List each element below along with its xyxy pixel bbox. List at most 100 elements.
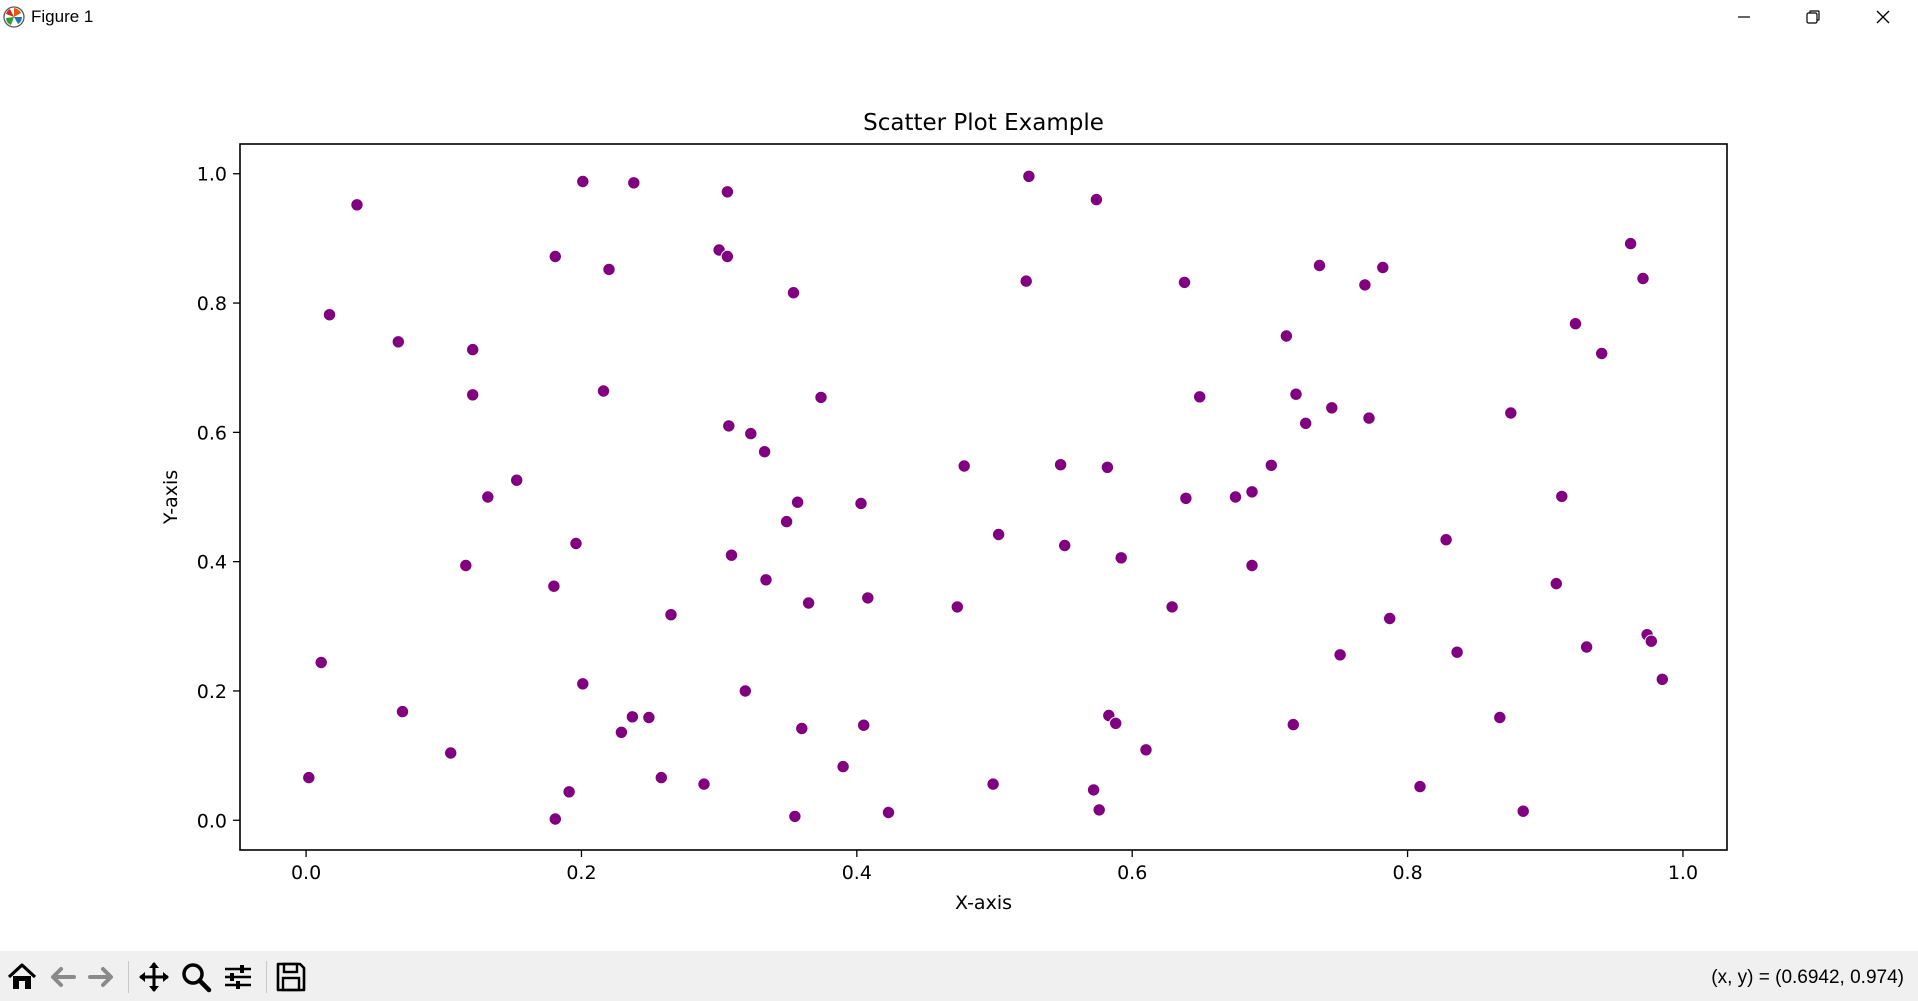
scatter-point	[1549, 576, 1564, 591]
scatter-point	[569, 536, 583, 551]
scatter-point	[720, 249, 735, 264]
scatter-point	[788, 809, 802, 824]
scatter-point	[1450, 645, 1464, 659]
scatter-point	[1644, 634, 1659, 648]
scatter-point	[548, 812, 562, 826]
scatter-point	[1439, 533, 1453, 547]
scatter-point	[642, 710, 656, 725]
arrow-right-icon	[88, 967, 113, 987]
scatter-point	[757, 445, 772, 459]
scatter-point	[391, 335, 405, 349]
scatter-point	[466, 342, 480, 357]
back-button[interactable]	[44, 959, 80, 995]
scatter-point	[722, 419, 736, 433]
sliders-icon	[225, 965, 251, 989]
scatter-point	[1568, 317, 1583, 331]
scatter-point	[836, 759, 850, 774]
scatter-point	[1333, 648, 1347, 662]
scatter-point	[596, 384, 611, 398]
forward-button[interactable]	[84, 959, 120, 995]
window-titlebar: Figure 1	[0, 0, 1918, 34]
scatter-point	[1299, 416, 1313, 430]
maximize-button[interactable]	[1779, 0, 1847, 34]
y-axis-label: Y-axis	[160, 470, 182, 525]
scatter-point	[744, 426, 758, 441]
scatter-point	[576, 677, 590, 691]
pan-button[interactable]	[136, 959, 172, 995]
scatter-point	[1228, 490, 1243, 504]
scatter-point	[881, 805, 896, 820]
scatter-point	[562, 785, 576, 799]
y-tick-label: 0.0	[197, 810, 227, 832]
scatter-point	[576, 174, 590, 189]
y-ticks: 0.0 0.2 0.4 0.6 0.8 1.0	[197, 164, 240, 832]
move-icon	[139, 962, 169, 992]
minimize-button[interactable]	[1710, 0, 1778, 34]
scatter-point	[1325, 401, 1339, 415]
scatter-point	[466, 388, 480, 402]
scatter-point	[322, 308, 337, 322]
scatter-point	[1555, 489, 1569, 504]
x-ticks: 0.0 0.2 0.4 0.6 0.8 1.0	[291, 850, 1698, 884]
figure-canvas[interactable]: 0.0 0.2 0.4 0.6 0.8 1.0 0.0 0.2 0.4 0.6 0.8 1.0 Sc…	[0, 34, 1918, 951]
scatter-point	[614, 725, 629, 739]
scatter-plot: 0.0 0.2 0.4 0.6 0.8 1.0 0.0 0.2 0.4 0.6 0.8 1.0 Sc…	[160, 110, 1728, 914]
scatter-point	[1383, 611, 1397, 626]
scatter-point	[795, 721, 809, 736]
scatter-point	[1177, 275, 1192, 290]
scatter-point	[1179, 491, 1193, 505]
scatter-point	[302, 770, 316, 785]
save-button[interactable]	[273, 959, 309, 995]
x-tick-label: 0.4	[842, 862, 872, 884]
scatter-point	[1413, 779, 1427, 794]
close-button[interactable]	[1849, 0, 1917, 34]
configure-subplots-button[interactable]	[220, 959, 256, 995]
zoom-button[interactable]	[178, 959, 214, 995]
scatter-point	[1100, 460, 1115, 474]
y-tick-label: 0.6	[197, 422, 227, 444]
scatter-point	[1358, 278, 1372, 292]
toolbar-separator	[128, 961, 129, 993]
y-tick-label: 0.2	[197, 681, 227, 703]
x-tick-label: 0.6	[1117, 862, 1147, 884]
scatter-point	[1114, 551, 1128, 565]
scatter-point	[1504, 406, 1518, 420]
scatter-point	[1086, 783, 1101, 797]
y-tick-label: 1.0	[197, 164, 227, 186]
y-tick-label: 0.4	[197, 552, 227, 574]
x-axis-label: X-axis	[955, 892, 1012, 914]
floppy-disk-icon	[276, 962, 306, 992]
cursor-coordinates: (x, y) = (0.6942, 0.974)	[1711, 967, 1904, 988]
scatter-point	[950, 600, 964, 614]
scatter-point	[759, 573, 773, 587]
axes-frame	[239, 143, 1728, 851]
magnifier-icon	[182, 963, 212, 993]
scatter-point	[602, 262, 616, 277]
scatter-point	[790, 495, 805, 509]
scatter-point	[1193, 390, 1207, 404]
minimize-icon	[1738, 16, 1750, 18]
scatter-point	[1376, 260, 1390, 275]
scatter-point	[547, 579, 561, 593]
scatter-point	[1139, 743, 1153, 757]
scatter-point	[459, 558, 473, 573]
scatter-point	[991, 527, 1006, 542]
scatter-point	[814, 390, 828, 405]
x-tick-label: 1.0	[1668, 862, 1698, 884]
scatter-point	[1362, 411, 1376, 425]
scatter-point	[854, 496, 868, 511]
scatter-point	[1312, 258, 1327, 273]
scatter-point	[1165, 600, 1179, 614]
scatter-point	[801, 596, 816, 610]
scatter-point	[1022, 169, 1036, 184]
scatter-point	[697, 777, 711, 791]
scatter-point	[1019, 274, 1033, 288]
scatter-point	[1245, 558, 1259, 573]
scatter-point	[654, 770, 668, 785]
scatter-point	[1286, 717, 1301, 732]
scatter-point	[1089, 192, 1104, 207]
toolbar-separator	[266, 961, 267, 993]
home-button[interactable]	[4, 959, 40, 995]
scatter-point	[664, 608, 678, 622]
scatter-point	[779, 514, 794, 529]
